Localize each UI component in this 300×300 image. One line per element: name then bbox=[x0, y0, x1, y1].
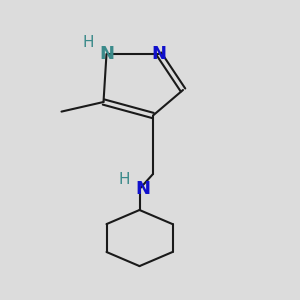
Text: H: H bbox=[118, 172, 130, 188]
Text: H: H bbox=[82, 35, 94, 50]
Text: N: N bbox=[135, 180, 150, 198]
Text: N: N bbox=[152, 45, 166, 63]
Text: N: N bbox=[99, 45, 114, 63]
